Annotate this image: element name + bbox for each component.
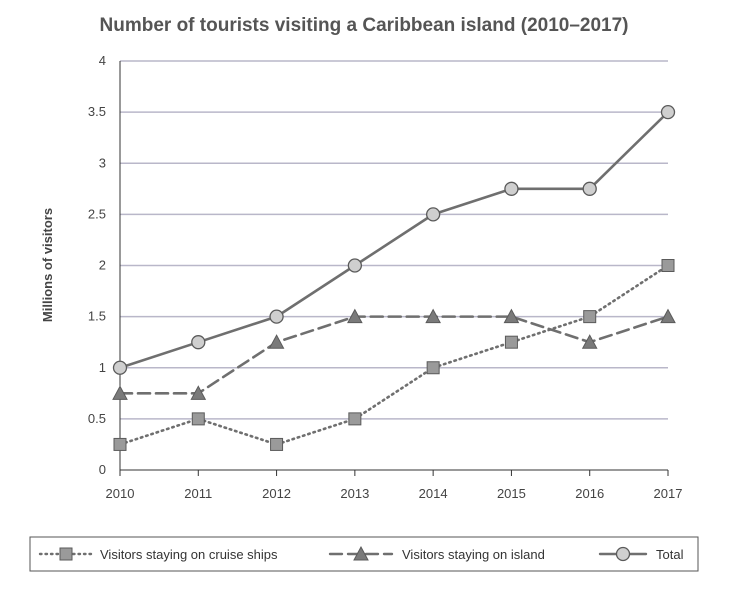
data-point — [661, 259, 675, 272]
data-point — [190, 385, 207, 400]
legend-entry: Visitors staying on cruise ships — [38, 547, 278, 562]
y-tick-label: 4 — [99, 53, 106, 68]
series-line — [118, 315, 670, 395]
x-tick-labels: 2010 2011 2012 2013 2014 2015 2016 2017 — [106, 470, 683, 501]
data-point — [504, 181, 519, 196]
data-point — [503, 308, 520, 324]
y-tick-label: 2.5 — [88, 206, 106, 221]
data-point — [113, 437, 127, 451]
y-axis-label: Millions of visitors — [40, 208, 55, 322]
x-tick-label: 2017 — [654, 486, 683, 501]
data-point — [583, 310, 597, 324]
series-line — [118, 264, 670, 446]
data-point — [269, 309, 284, 324]
x-tick-label: 2010 — [106, 486, 135, 501]
legend-marker — [615, 546, 631, 562]
data-point — [660, 104, 676, 120]
y-tick-label: 0.5 — [88, 411, 106, 426]
data-point — [426, 361, 440, 375]
x-tick-label: 2014 — [419, 486, 448, 501]
y-tick-label: 0 — [99, 462, 106, 477]
data-point — [112, 385, 128, 400]
chart-title: Number of tourists visiting a Caribbean … — [100, 15, 629, 36]
x-tick-label: 2016 — [575, 486, 604, 501]
data-point — [268, 334, 285, 349]
x-tick-label: 2013 — [340, 486, 369, 501]
series-square — [113, 259, 675, 451]
data-point — [348, 412, 362, 426]
x-tick-label: 2011 — [184, 486, 212, 501]
y-tick-label: 3 — [99, 155, 106, 170]
legend: Visitors staying on cruise ships Visitors… — [38, 545, 684, 562]
data-point — [191, 335, 206, 350]
y-tick-label: 3.5 — [88, 104, 106, 119]
data-point — [425, 207, 441, 222]
data-point — [270, 437, 284, 451]
legend-label: Visitors staying on island — [402, 547, 545, 562]
legend-label: Total — [656, 547, 684, 562]
data-point — [660, 308, 676, 324]
legend-marker — [59, 547, 73, 561]
y-tick-label: 1 — [99, 360, 106, 375]
data-point — [582, 181, 597, 196]
data-point — [347, 258, 363, 273]
data-point — [112, 360, 128, 375]
legend-entry: Visitors staying on island — [328, 545, 545, 562]
y-tick-label: 2 — [99, 258, 106, 273]
y-tick-label: 1.5 — [88, 309, 106, 324]
series-group — [112, 104, 676, 451]
data-point — [504, 335, 518, 349]
legend-box — [29, 536, 699, 572]
legend-marker — [353, 545, 369, 561]
data-point — [347, 308, 363, 324]
y-tick-labels: 0 0.5 1 1.5 2 2.5 3 3.5 4 — [88, 53, 106, 477]
x-tick-label: 2012 — [262, 486, 291, 501]
series-line — [118, 110, 670, 370]
x-tick-label: 2015 — [497, 486, 526, 501]
series-circle — [112, 104, 676, 375]
data-point — [425, 308, 441, 324]
data-point — [191, 412, 205, 426]
legend-entry: Total — [598, 546, 684, 562]
legend-label: Visitors staying on cruise ships — [100, 547, 278, 562]
data-point — [581, 334, 598, 349]
series-triangle — [112, 308, 676, 400]
